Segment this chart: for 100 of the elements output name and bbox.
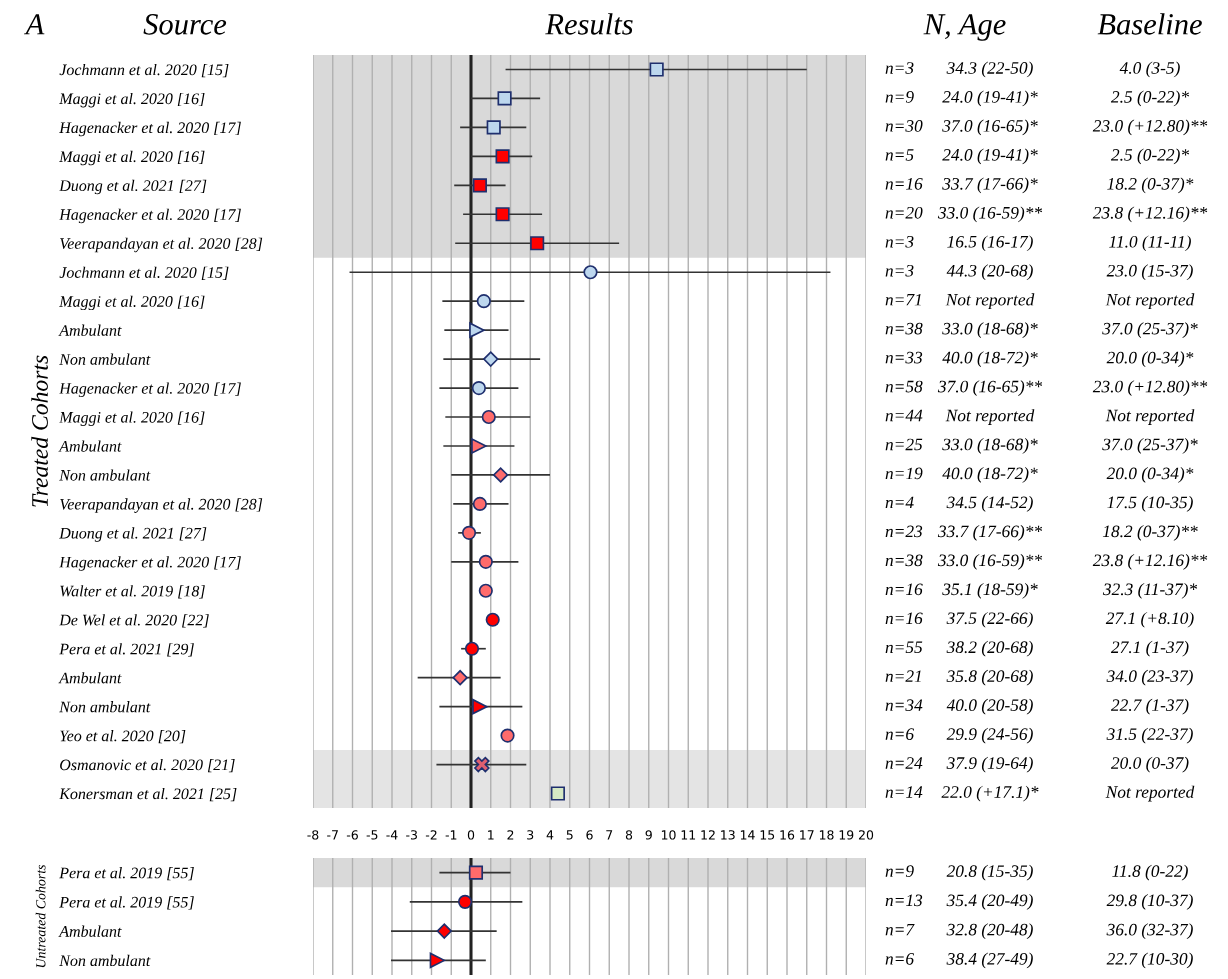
text: 23.8 (+12.16)** xyxy=(1092,553,1208,570)
text: Not reported xyxy=(945,293,1035,310)
y-tick-label: Duong et al. 2021 [27] xyxy=(59,179,207,195)
text: 33.0 (16-59)** xyxy=(937,206,1043,223)
text: 33.0 (18-68)* xyxy=(942,438,1038,454)
x-tick-label: 16 xyxy=(780,830,795,840)
x-tick-label: 8 xyxy=(625,830,633,840)
text: n=14 xyxy=(885,786,923,798)
x-tick-label: -2 xyxy=(425,830,437,840)
point xyxy=(472,496,487,511)
text: 17.5 (10-35) xyxy=(1107,496,1193,512)
text: n=21 xyxy=(885,670,921,682)
x-tick-label: -8 xyxy=(307,830,319,840)
point xyxy=(471,438,487,454)
text: Not reported xyxy=(1105,409,1195,425)
text: 34.5 (14-52) xyxy=(946,496,1033,512)
y-tick-label: Pera et al. 2019 [55] xyxy=(59,867,194,881)
text: 33.0 (16-59)** xyxy=(937,553,1043,570)
x-tick-label: 17 xyxy=(800,830,814,840)
point xyxy=(429,952,446,969)
point xyxy=(497,91,512,106)
y-tick-label: Konersman et al. 2021 [25] xyxy=(59,787,237,802)
point xyxy=(478,554,493,569)
point xyxy=(452,669,468,686)
text: 35.1 (18-59)* xyxy=(942,582,1038,599)
text: 37.9 (19-64) xyxy=(946,756,1033,773)
text: n=25 xyxy=(885,438,923,451)
point xyxy=(583,265,598,280)
x-tick-label: -1 xyxy=(445,830,457,840)
y-tick-label: Maggi et al. 2020 [16] xyxy=(59,295,205,311)
y-tick-label: Maggi et al. 2020 [16] xyxy=(59,150,205,166)
x-tick-label: 4 xyxy=(546,830,554,840)
text: n=3 xyxy=(885,264,914,277)
text: 16.5 (16-17) xyxy=(947,235,1033,252)
x-tick-label: 18 xyxy=(819,830,834,840)
y-tick-label: Walter et al. 2019 [18] xyxy=(60,585,205,599)
text: 29.9 (24-56) xyxy=(946,727,1033,744)
text: 32.3 (11-37)* xyxy=(1102,582,1198,599)
text: 23.0 (+12.80)** xyxy=(1092,119,1208,136)
text: A xyxy=(24,14,45,35)
point xyxy=(461,525,477,540)
text: N, Age xyxy=(923,14,1006,41)
text: n=3 xyxy=(885,62,914,74)
y-tick-label: Jochmann et al. 2020 [15] xyxy=(59,266,229,280)
text: 40.0 (18-72)* xyxy=(942,351,1038,367)
text: n=30 xyxy=(885,120,923,132)
point xyxy=(471,380,486,396)
point xyxy=(550,786,565,801)
x-tick-label: 0 xyxy=(467,830,475,840)
text: 37.5 (22-66) xyxy=(946,611,1033,628)
x-tick-label: -7 xyxy=(327,830,338,840)
point xyxy=(486,120,501,135)
y-tick-label: De Wel et al. 2020 [22] xyxy=(59,614,209,628)
point xyxy=(495,207,510,222)
text: n=55 xyxy=(885,641,923,654)
text: 4.0 (3-5) xyxy=(1119,61,1180,78)
text: n=16 xyxy=(885,178,923,190)
text: n=58 xyxy=(885,380,923,393)
text: n=34 xyxy=(885,699,923,711)
text: Baseline xyxy=(1097,13,1202,35)
point xyxy=(436,923,453,939)
point xyxy=(485,612,500,627)
text: 2.5 (0-22)* xyxy=(1110,148,1190,165)
text: 20.0 (0-37) xyxy=(1110,756,1189,773)
y-tick-label: Maggi et al. 2020 [16] xyxy=(59,411,205,426)
x-tick-label: 6 xyxy=(586,830,593,840)
point xyxy=(472,698,488,715)
text: 34.0 (23-37) xyxy=(1106,669,1193,686)
y-tick-label: Osmanovic et al. 2020 [21] xyxy=(60,759,235,773)
text: 34.3 (22-50) xyxy=(946,61,1033,78)
point xyxy=(469,322,485,338)
y-tick-label: Pera et al. 2021 [29] xyxy=(59,643,194,657)
point xyxy=(474,756,490,773)
y-tick-label: Jochmann et al. 2020 [15] xyxy=(59,63,229,78)
text: 11.8 (0-22) xyxy=(1112,864,1188,881)
text: 23.0 (+12.80)** xyxy=(1092,380,1208,396)
text: 35.8 (20-68) xyxy=(946,669,1033,686)
text: 27.1 (1-37) xyxy=(1110,640,1189,657)
text: 36.0 (32-37) xyxy=(1106,923,1193,939)
x-tick-label: 15 xyxy=(760,830,775,840)
text: Not reported xyxy=(1105,785,1195,802)
text: 23.8 (+12.16)** xyxy=(1092,206,1208,223)
y-tick-label: Duong et al. 2021 [27] xyxy=(59,527,207,542)
x-tick-label: -3 xyxy=(406,830,417,840)
text: 22.7 (10-30) xyxy=(1106,952,1193,969)
text: n=19 xyxy=(885,467,923,480)
text: 37.0 (16-65)** xyxy=(937,380,1043,396)
y-tick-label: Hagenacker et al. 2020 [17] xyxy=(59,382,241,397)
text: 32.8 (20-48) xyxy=(946,923,1033,939)
y-tick-label: Non ambulant xyxy=(59,469,151,481)
point xyxy=(472,178,487,193)
text: Not reported xyxy=(945,409,1035,425)
text: 20.0 (0-34)* xyxy=(1106,467,1194,483)
text: 20.8 (15-35) xyxy=(946,864,1033,881)
y-axis-title: Treated Cohorts xyxy=(31,355,48,507)
text: 22.7 (1-37) xyxy=(1110,698,1189,715)
text: n=3 xyxy=(885,235,914,248)
y-axis-title: Untreated Cohorts xyxy=(35,864,46,968)
point xyxy=(468,865,484,880)
text: 2.5 (0-22)* xyxy=(1110,90,1190,107)
